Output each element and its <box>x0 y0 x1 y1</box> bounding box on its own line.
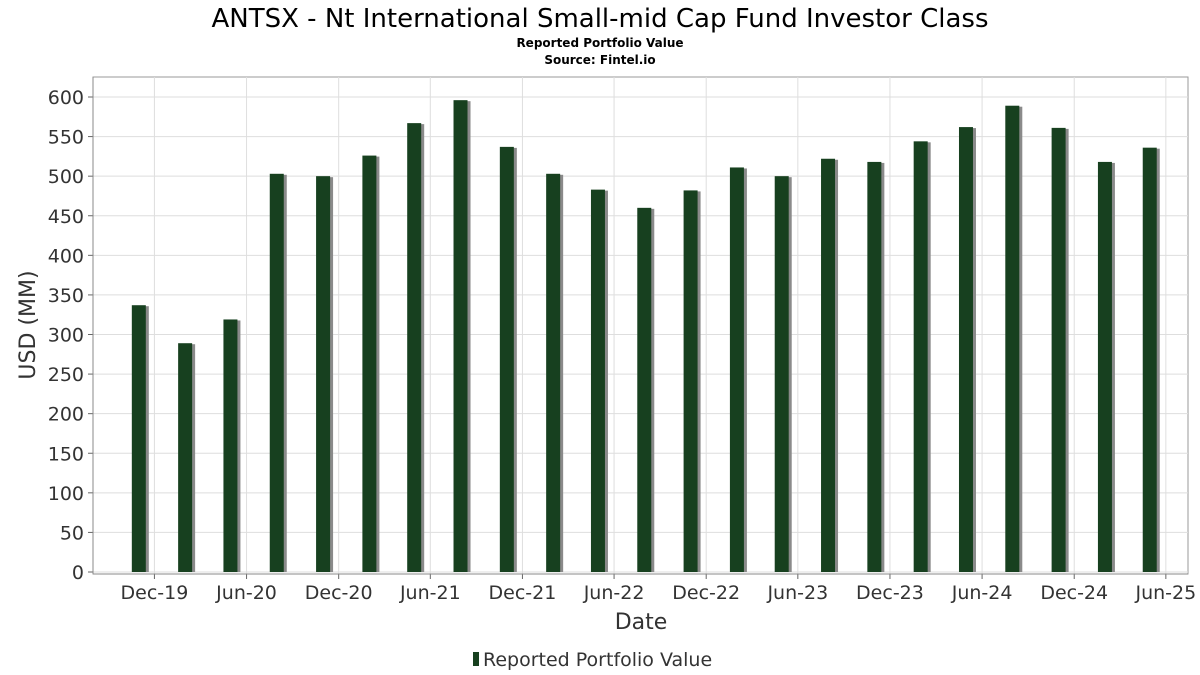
y-tick-label: 550 <box>48 127 84 149</box>
x-tick-label: Dec-20 <box>305 582 373 604</box>
y-tick-labels: 0 50 100 150 200 250 300 350 400 450 500 550 600 <box>48 87 84 584</box>
bar <box>269 173 284 572</box>
x-tick-label: Dec-19 <box>121 582 189 604</box>
y-tick-label: 500 <box>48 166 84 188</box>
y-tick-label: 250 <box>48 364 84 386</box>
chart-subtitle: Reported Portfolio Value <box>516 36 683 50</box>
x-tick-label: Dec-24 <box>1040 582 1108 604</box>
bar <box>774 176 789 572</box>
bar <box>729 167 744 573</box>
x-tick-label: Dec-22 <box>672 582 740 604</box>
bar <box>546 173 561 572</box>
axes <box>88 77 1188 579</box>
legend: Reported Portfolio Value <box>473 649 712 671</box>
x-tick-labels: Dec-19 Jun-20 Dec-20 Jun-21 Dec-21 Jun-22 Dec-… <box>121 582 1197 604</box>
legend-swatch <box>473 652 479 666</box>
y-tick-label: 50 <box>60 522 84 544</box>
bar <box>1005 105 1020 572</box>
bar <box>499 146 514 572</box>
y-tick-label: 150 <box>48 443 84 465</box>
bar <box>913 141 928 573</box>
bar <box>178 343 193 572</box>
bar <box>958 127 973 572</box>
bar <box>590 189 605 572</box>
y-tick-label: 300 <box>48 325 84 347</box>
y-axis-label: USD (MM) <box>16 270 41 379</box>
bar <box>223 319 238 572</box>
bar <box>683 190 698 572</box>
y-tick-label: 0 <box>72 562 84 584</box>
legend-label: Reported Portfolio Value <box>483 649 712 671</box>
bar <box>453 100 468 573</box>
y-tick-label: 100 <box>48 483 84 505</box>
bar <box>1051 127 1066 572</box>
bar <box>362 155 377 573</box>
x-tick-label: Jun-22 <box>583 582 645 604</box>
bar <box>1142 147 1157 572</box>
y-tick-label: 600 <box>48 87 84 109</box>
x-tick-label: Dec-21 <box>489 582 557 604</box>
bar <box>821 158 836 572</box>
y-tick-label: 350 <box>48 285 84 307</box>
x-tick-label: Jun-21 <box>399 582 461 604</box>
bars <box>131 100 1157 573</box>
bar <box>1097 161 1112 572</box>
y-tick-label: 400 <box>48 245 84 267</box>
y-tick-label: 450 <box>48 206 84 228</box>
x-tick-label: Jun-25 <box>1134 582 1196 604</box>
y-tick-label: 200 <box>48 404 84 426</box>
x-axis-label: Date <box>615 610 668 635</box>
x-tick-label: Jun-20 <box>215 582 277 604</box>
bar <box>407 123 422 572</box>
x-tick-label: Jun-23 <box>766 582 828 604</box>
x-tick-label: Jun-24 <box>951 582 1013 604</box>
bar <box>867 161 882 572</box>
bar <box>316 176 331 572</box>
x-tick-label: Dec-23 <box>856 582 924 604</box>
bar <box>637 207 652 573</box>
chart-source: Source: Fintel.io <box>544 53 655 67</box>
chart-title: ANTSX - Nt International Small-mid Cap F… <box>211 4 988 34</box>
bar <box>131 305 146 572</box>
